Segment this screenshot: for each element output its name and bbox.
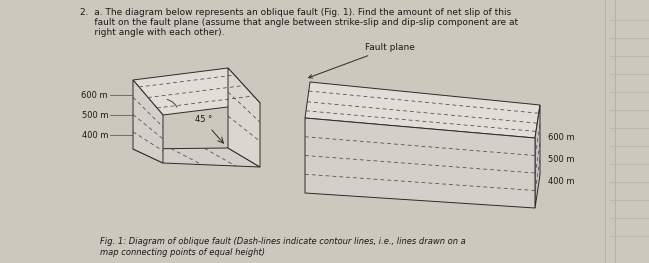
Polygon shape — [133, 68, 260, 115]
Text: 45 °: 45 ° — [195, 115, 212, 124]
Text: map connecting points of equal height): map connecting points of equal height) — [100, 248, 265, 257]
Polygon shape — [535, 105, 540, 208]
Text: 2.  a. The diagram below represents an oblique fault (Fig. 1). Find the amount o: 2. a. The diagram below represents an ob… — [80, 8, 511, 17]
Text: 500 m: 500 m — [82, 110, 108, 119]
Text: right angle with each other).: right angle with each other). — [80, 28, 225, 37]
Polygon shape — [305, 82, 540, 138]
Polygon shape — [133, 80, 163, 163]
Text: 600 m: 600 m — [81, 90, 108, 99]
Text: Fault plane: Fault plane — [309, 43, 415, 78]
Polygon shape — [228, 68, 260, 167]
Text: 600 m: 600 m — [548, 134, 574, 143]
Text: fault on the fault plane (assume that angle between strike-slip and dip-slip com: fault on the fault plane (assume that an… — [80, 18, 518, 27]
Text: 400 m: 400 m — [82, 130, 108, 139]
Text: 500 m: 500 m — [548, 155, 574, 164]
Text: 400 m: 400 m — [548, 178, 574, 186]
Polygon shape — [305, 118, 535, 208]
Text: Fig. 1: Diagram of oblique fault (Dash-lines indicate contour lines, i.e., lines: Fig. 1: Diagram of oblique fault (Dash-l… — [100, 237, 466, 246]
Polygon shape — [133, 148, 260, 167]
